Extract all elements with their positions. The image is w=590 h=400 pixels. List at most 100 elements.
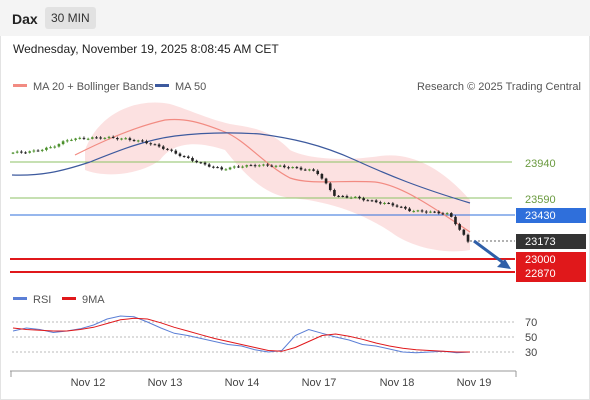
candle-body: [420, 210, 424, 212]
candle-body: [404, 206, 407, 209]
x-tick-nov13: Nov 13: [148, 377, 183, 389]
candle-body: [328, 183, 332, 190]
candle-body: [283, 165, 286, 168]
candle-body: [78, 137, 82, 139]
candle-body: [170, 149, 173, 151]
candle-body: [299, 167, 303, 170]
candle-body: [136, 140, 140, 142]
rsi-ma-line: [12, 317, 470, 353]
candle-body: [174, 150, 178, 154]
candle-body: [178, 153, 182, 156]
candle-body: [278, 165, 282, 167]
candle-body: [212, 166, 215, 168]
candle-body: [333, 189, 336, 196]
candle-body: [40, 149, 44, 151]
candle-body: [232, 166, 236, 168]
candle-body: [383, 202, 386, 204]
candle-body: [53, 146, 57, 148]
ma20-legend-swatch: [13, 84, 27, 87]
top-bar: Dax 30 MIN: [0, 0, 590, 36]
candle-body: [32, 150, 36, 152]
candle-body: [128, 138, 132, 141]
candle-body: [445, 213, 449, 215]
candle-body: [157, 144, 161, 147]
candle-body: [441, 213, 445, 215]
candle-body: [241, 166, 244, 168]
rsi-tick-50: 50: [525, 332, 537, 344]
candle-body: [308, 169, 311, 171]
candle-body: [228, 167, 232, 170]
candle-body: [195, 160, 198, 163]
candle-body: [237, 166, 240, 168]
candle-body: [166, 148, 169, 150]
candle-body: [454, 216, 457, 225]
candle-body: [416, 210, 420, 212]
candle-body: [65, 140, 69, 142]
level-tag-23430: [516, 208, 586, 223]
ma20-legend-label: MA 20 + Bollinger Bands: [33, 81, 154, 93]
bollinger-band: [85, 102, 470, 252]
candle-body: [349, 197, 353, 199]
candle-body: [324, 178, 328, 184]
candle-body: [316, 170, 320, 175]
candle-body: [320, 174, 324, 179]
candle-group: [11, 135, 470, 244]
candle-body: [458, 224, 461, 230]
candle-body: [187, 156, 190, 158]
candle-body: [295, 167, 299, 169]
candle-body: [374, 200, 378, 203]
candle-body: [103, 137, 107, 139]
candle-body: [345, 196, 349, 198]
level-label-23590: 23590: [525, 194, 556, 206]
candle-body: [353, 196, 357, 198]
rsi-tick-70: 70: [525, 317, 537, 329]
candle-body: [111, 136, 115, 138]
credit-text: Research © 2025 Trading Central: [417, 81, 581, 93]
ma50-legend-label: MA 50: [175, 81, 206, 93]
candle-body: [412, 211, 416, 213]
candle-body: [220, 167, 224, 170]
candle-body: [82, 137, 86, 139]
candle-body: [28, 151, 31, 153]
candle-body: [153, 144, 157, 146]
candle-body: [366, 200, 370, 202]
candle-body: [141, 140, 144, 142]
candle-body: [391, 203, 395, 206]
candle-body: [61, 141, 65, 145]
forecast-arrow-icon: [497, 259, 511, 269]
candle-body: [424, 211, 428, 213]
timeframe-badge[interactable]: 30 MIN: [45, 7, 96, 29]
candle-body: [387, 202, 390, 204]
last-price-label: 23173: [525, 236, 556, 248]
candle-body: [450, 213, 453, 217]
candle-body: [207, 164, 211, 167]
candle-body: [399, 206, 403, 208]
level-label-22870: 22870: [525, 268, 556, 280]
candle-body: [379, 202, 382, 204]
x-tick-nov12: Nov 12: [71, 377, 106, 389]
candle-body: [45, 147, 48, 150]
ma20-line: [74, 118, 471, 233]
candle-body: [266, 164, 269, 166]
ma50-line: [11, 132, 471, 204]
candle-body: [124, 138, 128, 140]
candle-body: [462, 229, 466, 235]
candle-body: [57, 144, 61, 147]
candle-body: [274, 165, 278, 167]
candle-body: [99, 137, 102, 139]
candle-body: [249, 165, 253, 167]
candle-body: [91, 137, 94, 139]
candle-body: [149, 143, 153, 145]
candle-body: [216, 167, 219, 169]
candle-body: [291, 167, 294, 169]
candle-body: [253, 165, 257, 167]
x-tick-nov14: Nov 14: [225, 377, 260, 389]
ma50-legend-swatch: [155, 84, 169, 87]
candle-body: [429, 211, 432, 213]
last-price-tag: [516, 234, 586, 249]
rsi-ma-legend-swatch: [62, 297, 76, 300]
candle-body: [270, 165, 274, 167]
candle-body: [224, 169, 228, 171]
candle-body: [433, 211, 436, 213]
